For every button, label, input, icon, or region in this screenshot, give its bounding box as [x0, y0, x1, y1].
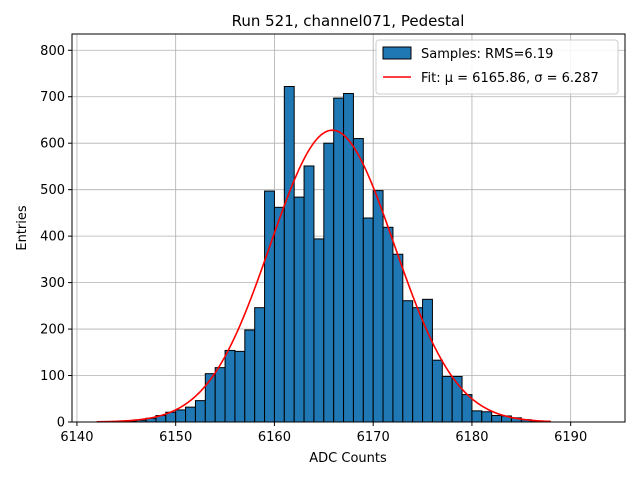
legend: Samples: RMS=6.19 Fit: μ = 6165.86, σ = …	[375, 39, 619, 95]
histogram-bar	[362, 217, 374, 423]
histogram-bar	[264, 190, 275, 423]
histogram-bar	[313, 238, 325, 423]
histogram-bar	[352, 138, 364, 423]
histogram-bar	[283, 86, 295, 423]
y-tick-label: 700	[40, 90, 65, 105]
histogram-bar	[303, 165, 315, 423]
plot-frame	[71, 33, 626, 423]
x-axis: 6140 6150 6160 6170 6180 6190	[60, 422, 587, 445]
histogram-bar	[441, 375, 453, 423]
histogram-bar	[323, 142, 335, 423]
y-tick-label: 600	[40, 137, 65, 152]
histogram-bar	[431, 359, 443, 423]
x-tick-label: 6160	[258, 430, 291, 445]
histogram-bar	[402, 300, 414, 423]
histogram-bar	[175, 409, 187, 423]
histogram-bar	[194, 400, 206, 423]
y-tick-label: 500	[40, 183, 65, 198]
x-axis-label: ADC Counts	[309, 451, 387, 466]
x-tick-label: 6140	[60, 430, 93, 445]
histogram-bar	[293, 196, 305, 423]
histogram-bar	[422, 298, 433, 423]
histogram-bars	[125, 86, 542, 423]
y-tick-label: 800	[40, 44, 65, 59]
histogram-bar	[214, 367, 226, 423]
histogram-bar	[185, 406, 196, 423]
histogram-bar	[382, 226, 394, 423]
legend-box	[375, 39, 619, 95]
histogram-bar	[471, 410, 483, 423]
x-tick-label: 6190	[554, 430, 587, 445]
histogram-bar	[372, 190, 384, 423]
y-tick-label: 100	[40, 369, 65, 384]
y-tick-label: 400	[40, 230, 65, 245]
x-tick-label: 6150	[159, 430, 192, 445]
histogram-bar	[392, 253, 404, 423]
histogram-bar	[412, 307, 424, 423]
legend-samples-label: Samples: RMS=6.19	[421, 47, 553, 62]
fit-curve	[96, 129, 551, 423]
histogram-bar	[333, 97, 345, 423]
histogram-bar	[481, 411, 493, 423]
x-tick-label: 6170	[357, 430, 390, 445]
histogram-bar	[234, 350, 246, 423]
chart-title: Run 521, channel071, Pedestal	[232, 12, 465, 30]
y-tick-label: 200	[40, 323, 65, 338]
histogram-bar	[224, 349, 236, 423]
y-axis-label: Entries	[15, 205, 30, 251]
y-axis: 0 100 200 300 400 500 600 700 800	[40, 44, 72, 431]
legend-samples-swatch	[382, 46, 412, 60]
histogram-bar	[491, 414, 503, 423]
x-tick-label: 6180	[455, 430, 488, 445]
y-tick-label: 300	[40, 276, 65, 291]
histogram-bar	[254, 307, 266, 423]
histogram-bar	[461, 394, 473, 423]
legend-fit-label: Fit: μ = 6165.86, σ = 6.287	[421, 71, 599, 86]
y-tick-label: 0	[57, 416, 65, 431]
histogram-bar	[343, 92, 354, 423]
histogram-bar	[273, 206, 285, 423]
histogram-bar	[244, 329, 256, 423]
